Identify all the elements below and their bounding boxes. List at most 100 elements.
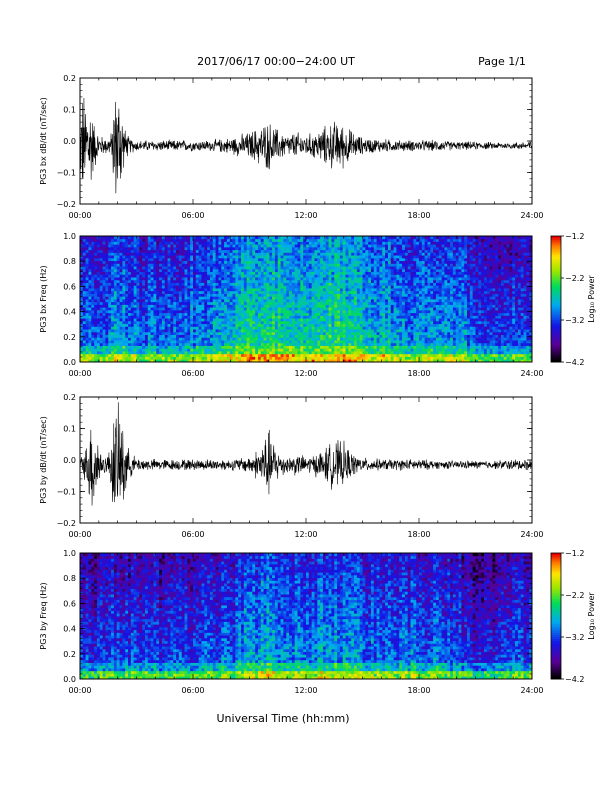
spectrogram-cell [260, 241, 265, 245]
spectrogram-cell [201, 359, 205, 363]
spectrogram-cell [167, 359, 171, 363]
spectrogram-cell [221, 268, 225, 273]
spectrogram-cell [306, 329, 310, 333]
spectrogram-cell [306, 320, 310, 325]
spectrogram-cell [178, 334, 183, 338]
spectrogram-cell [370, 304, 375, 308]
spectrogram-cell [274, 329, 279, 333]
spectrogram-cell [190, 241, 194, 245]
spectrogram-cell [376, 342, 380, 346]
spectrogram-cell [359, 318, 363, 322]
spectrogram-cell [209, 323, 214, 327]
spectrogram-cell [229, 318, 233, 322]
spectrogram-cell [257, 260, 262, 264]
spectrogram-cell [215, 260, 219, 264]
spectrogram-cell [164, 288, 168, 292]
spectrogram-cell [322, 257, 327, 262]
spectrogram-cell [337, 351, 341, 355]
spectrogram-cell [178, 285, 183, 289]
spectrogram-cell [190, 246, 194, 251]
spectrogram-cell [178, 293, 183, 297]
spectrogram-cell [311, 288, 315, 292]
spectrogram-cell [331, 266, 335, 270]
spectrogram-cell [144, 299, 149, 303]
spectrogram-cell [187, 288, 191, 292]
spectrogram-cell [280, 356, 284, 360]
spectrogram-cell [116, 271, 120, 275]
spectrogram-cell [297, 252, 301, 256]
spectrogram-cell [289, 340, 293, 344]
spectrogram-cell [229, 307, 233, 311]
spectrogram-cell [187, 238, 191, 242]
spectrogram-cell [362, 351, 366, 355]
spectrogram-cell [116, 263, 120, 267]
spectrogram-cell [144, 282, 149, 286]
spectrogram-cell [113, 246, 118, 251]
spectrogram-cell [173, 236, 177, 240]
spectrogram-cell [229, 288, 233, 292]
spectrogram-cell [373, 359, 378, 363]
spectrogram-cell [337, 329, 341, 333]
spectrogram-cell [314, 337, 318, 341]
spectrogram-cell [252, 345, 256, 349]
spectrogram-cell [113, 345, 118, 349]
spectrogram-cell [116, 244, 120, 248]
spectrogram-cell [116, 356, 120, 360]
spectrogram-cell [322, 329, 327, 333]
spectrogram-cell [306, 326, 310, 330]
spectrogram-cell [356, 299, 361, 303]
spectrogram-cell [289, 279, 293, 283]
spectrogram-cell [306, 337, 310, 341]
spectrogram-cell [147, 285, 152, 289]
spectrogram-cell [187, 266, 191, 270]
spectrogram-cell [317, 246, 321, 251]
spectrogram-cell [82, 293, 87, 297]
spectrogram-cell [368, 312, 372, 316]
spectrogram-cell [306, 268, 310, 273]
spectrogram-cell [111, 351, 115, 355]
spectrogram-cell [229, 271, 233, 275]
spectrogram-cell [289, 257, 293, 262]
spectrogram-cell [161, 299, 166, 303]
spectrogram-cell [297, 277, 301, 281]
spectrogram-cell [370, 337, 375, 341]
spectrogram-cell [167, 320, 171, 325]
spectrogram-cell [255, 296, 259, 300]
spectrogram-cell [176, 241, 180, 245]
spectrogram-cell [173, 263, 177, 267]
spectrogram-cell [272, 257, 276, 262]
spectrogram-cell [170, 277, 174, 281]
spectrogram-cell [204, 290, 208, 294]
spectrogram-cell [80, 266, 84, 270]
spectrogram-cell [345, 359, 349, 363]
spectrogram-cell [345, 342, 349, 346]
spectrogram-cell [317, 244, 321, 248]
spectrogram-cell [133, 246, 137, 251]
spectrogram-cell [119, 279, 123, 283]
spectrogram-cell [136, 301, 140, 305]
spectrogram-cell [99, 288, 104, 292]
y-tick-label: 0.1 [63, 106, 76, 115]
spectrogram-cell [130, 249, 135, 253]
spectrogram-cell [243, 249, 248, 253]
spectrogram-cell [277, 345, 281, 349]
spectrogram-cell [212, 312, 217, 316]
spectrogram-cell [246, 340, 250, 344]
spectrogram-cell [362, 356, 366, 360]
spectrogram-cell [229, 263, 233, 267]
spectrogram-cell [80, 359, 84, 363]
spectrogram-cell [342, 266, 346, 270]
spectrogram-cell [136, 257, 140, 262]
spectrogram-cell [184, 257, 188, 262]
spectrogram-cell [201, 236, 205, 240]
spectrogram-cell [82, 359, 87, 363]
spectrogram-cell [328, 353, 332, 357]
spectrogram-cell [125, 257, 129, 262]
spectrogram-cell [161, 326, 166, 330]
spectrogram-cell [249, 359, 253, 363]
spectrogram-cell [226, 342, 231, 346]
spectrogram-cell [283, 249, 287, 253]
spectrogram-cell [260, 274, 265, 278]
spectrogram-cell [235, 238, 239, 242]
